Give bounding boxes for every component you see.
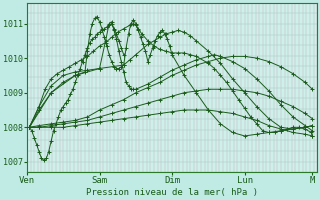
X-axis label: Pression niveau de la mer( hPa ): Pression niveau de la mer( hPa )	[86, 188, 258, 197]
